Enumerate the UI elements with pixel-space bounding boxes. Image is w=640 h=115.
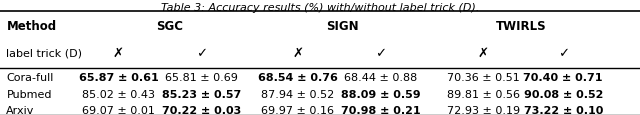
Text: 65.87 ± 0.61: 65.87 ± 0.61 [79, 73, 158, 83]
Text: ✗: ✗ [113, 47, 124, 60]
Text: 87.94 ± 0.52: 87.94 ± 0.52 [261, 89, 334, 99]
Text: 70.98 ± 0.21: 70.98 ± 0.21 [341, 105, 420, 115]
Text: Arxiv: Arxiv [6, 105, 35, 115]
Text: 73.22 ± 0.10: 73.22 ± 0.10 [524, 105, 603, 115]
Text: SGC: SGC [156, 20, 183, 33]
Text: 90.08 ± 0.52: 90.08 ± 0.52 [524, 89, 603, 99]
Text: 70.36 ± 0.51: 70.36 ± 0.51 [447, 73, 520, 83]
Text: ✓: ✓ [375, 47, 387, 60]
Text: ✓: ✓ [196, 47, 207, 60]
Text: Method: Method [6, 20, 56, 33]
Text: 68.44 ± 0.88: 68.44 ± 0.88 [344, 73, 417, 83]
Text: 85.02 ± 0.43: 85.02 ± 0.43 [82, 89, 155, 99]
Text: Cora-full: Cora-full [6, 73, 54, 83]
Text: 69.07 ± 0.01: 69.07 ± 0.01 [82, 105, 155, 115]
Text: label trick (D): label trick (D) [6, 48, 83, 58]
Text: 68.54 ± 0.76: 68.54 ± 0.76 [258, 73, 337, 83]
Text: 85.23 ± 0.57: 85.23 ± 0.57 [162, 89, 241, 99]
Text: 89.81 ± 0.56: 89.81 ± 0.56 [447, 89, 520, 99]
Text: 72.93 ± 0.19: 72.93 ± 0.19 [447, 105, 520, 115]
Text: Table 3: Accuracy results (%) with/without label trick (D).: Table 3: Accuracy results (%) with/witho… [161, 3, 479, 13]
Text: 88.09 ± 0.59: 88.09 ± 0.59 [341, 89, 420, 99]
Text: Pubmed: Pubmed [6, 89, 52, 99]
Text: 70.22 ± 0.03: 70.22 ± 0.03 [162, 105, 241, 115]
Text: ✗: ✗ [292, 47, 303, 60]
Text: 65.81 ± 0.69: 65.81 ± 0.69 [165, 73, 238, 83]
Text: ✗: ✗ [477, 47, 489, 60]
Text: 69.97 ± 0.16: 69.97 ± 0.16 [261, 105, 334, 115]
Text: ✓: ✓ [557, 47, 569, 60]
Text: SIGN: SIGN [326, 20, 358, 33]
Text: 70.40 ± 0.71: 70.40 ± 0.71 [524, 73, 603, 83]
Text: TWIRLS: TWIRLS [496, 20, 547, 33]
